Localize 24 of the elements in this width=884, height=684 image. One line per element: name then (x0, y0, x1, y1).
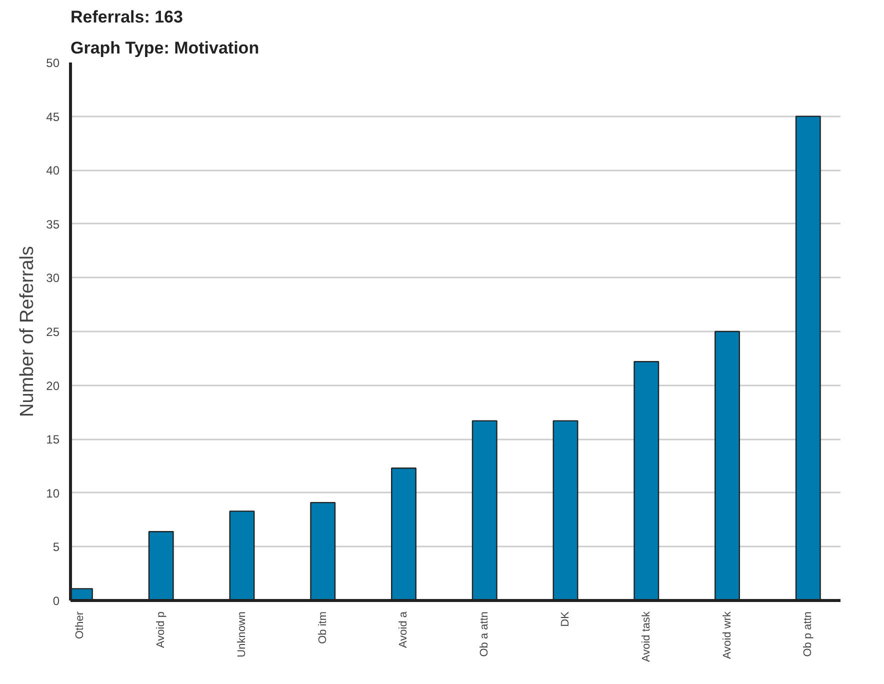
x-tick-label: Ob p attn (802, 611, 814, 657)
y-tick-label: 0 (52, 594, 60, 608)
x-tick-label: Ob itm (316, 611, 329, 644)
x-tick-label: Ob a attn (478, 611, 491, 657)
y-tick-label: 25 (46, 325, 60, 339)
x-tick-label: Avoid wrk (721, 611, 734, 659)
x-tick-label: Other (74, 611, 86, 640)
y-tick-label: 15 (46, 432, 60, 447)
y-tick-label: 20 (46, 378, 60, 393)
y-tick-label: 10 (46, 486, 60, 500)
y-tick-label: 50 (46, 56, 60, 70)
y-tick-label: 45 (46, 110, 60, 124)
x-tick-label: Avoid a (398, 610, 410, 648)
y-tick-label: 35 (46, 217, 60, 232)
chart-subtitle: Graph Type: Motivation (70, 38, 260, 58)
y-axis-title: Number of Referrals (17, 246, 38, 418)
y-tick-label: 40 (46, 164, 60, 178)
x-tick-label: DK (560, 610, 572, 627)
x-tick-label: Unknown (236, 612, 248, 658)
y-tick-label: 5 (52, 540, 60, 554)
x-tick-label: Avoid p (155, 611, 168, 648)
y-tick-label: 30 (46, 271, 60, 286)
x-tick-label: Avoid task (640, 611, 652, 662)
chart-title: Referrals: 163 (70, 8, 183, 26)
